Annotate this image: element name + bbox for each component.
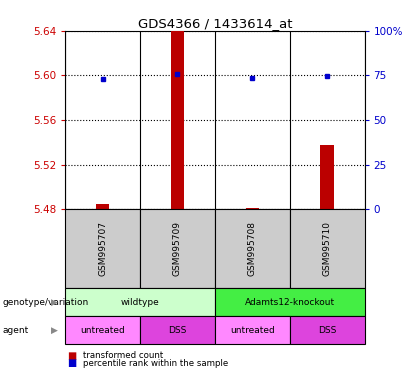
- Text: ▶: ▶: [51, 298, 58, 306]
- Text: GSM995709: GSM995709: [173, 221, 182, 276]
- Text: agent: agent: [2, 326, 29, 334]
- Bar: [96, 204, 109, 209]
- Text: GSM995710: GSM995710: [323, 221, 332, 276]
- Bar: [171, 31, 184, 209]
- Text: untreated: untreated: [230, 326, 275, 334]
- Text: GSM995708: GSM995708: [248, 221, 257, 276]
- Text: ■: ■: [67, 351, 76, 361]
- Text: DSS: DSS: [318, 326, 336, 334]
- Text: genotype/variation: genotype/variation: [2, 298, 88, 306]
- Text: untreated: untreated: [80, 326, 125, 334]
- Text: GSM995707: GSM995707: [98, 221, 107, 276]
- Text: percentile rank within the sample: percentile rank within the sample: [83, 359, 228, 368]
- Bar: [246, 208, 259, 209]
- Title: GDS4366 / 1433614_at: GDS4366 / 1433614_at: [138, 17, 292, 30]
- Text: ■: ■: [67, 358, 76, 368]
- Text: DSS: DSS: [168, 326, 186, 334]
- Text: transformed count: transformed count: [83, 351, 163, 360]
- Text: ▶: ▶: [51, 326, 58, 334]
- Text: wildtype: wildtype: [121, 298, 159, 306]
- Bar: [320, 144, 334, 209]
- Text: Adamts12-knockout: Adamts12-knockout: [244, 298, 335, 306]
